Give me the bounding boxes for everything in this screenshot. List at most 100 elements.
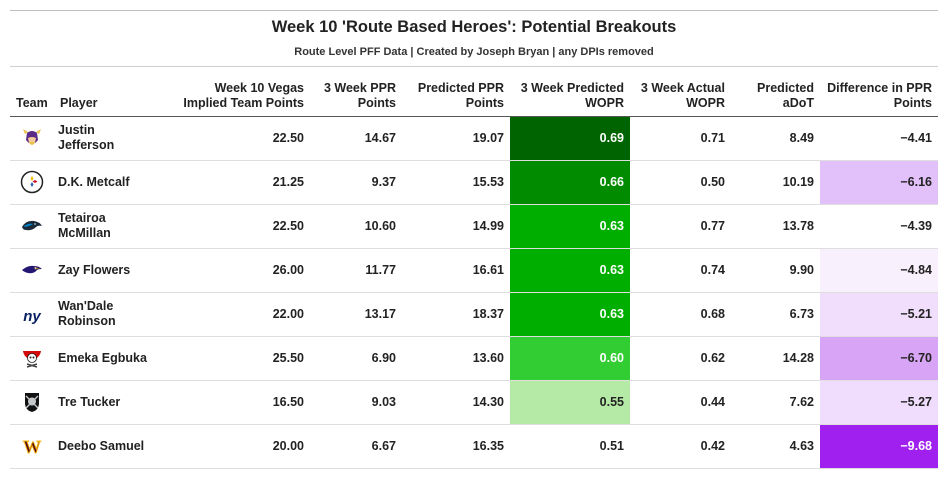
buccaneers-icon [20, 346, 44, 370]
cell-act-wopr: 0.77 [630, 204, 731, 249]
cell-adot: 4.63 [731, 424, 820, 469]
cell-act-wopr: 0.68 [630, 292, 731, 337]
commanders-icon: W [20, 434, 44, 458]
cell-pred-wopr: 0.66 [510, 160, 630, 205]
cell-diff: −6.16 [820, 160, 938, 205]
player-name: D.K. Metcalf [54, 160, 171, 205]
top-rule [10, 10, 938, 11]
header-predicted-wopr: 3 Week Predicted WOPR [510, 67, 630, 117]
cell-implied: 21.25 [171, 160, 310, 205]
table-row-deebo-samuel: W Deebo Samuel 20.00 6.67 16.35 0.51 0.42 4.63−… [10, 424, 938, 469]
panthers-icon [20, 214, 44, 238]
cell-pred-wopr: 0.63 [510, 248, 630, 293]
cell-implied: 16.50 [171, 380, 310, 425]
cell-act-wopr: 0.42 [630, 424, 731, 469]
player-name: Justin Jefferson [54, 116, 171, 161]
cell-act-wopr: 0.74 [630, 248, 731, 293]
vikings-icon [20, 126, 44, 150]
player-name: Emeka Egbuka [54, 336, 171, 381]
header-predicted-adot: Predicted aDoT [731, 67, 820, 117]
cell-ppr3: 14.67 [310, 116, 402, 161]
team-cell [10, 204, 54, 249]
table-body: Justin Jefferson 22.50 14.67 19.07 0.69 0.71 8.… [10, 116, 938, 469]
cell-adot: 9.90 [731, 248, 820, 293]
cell-diff: −9.68 [820, 424, 938, 469]
cell-implied: 22.00 [171, 292, 310, 337]
cell-diff: −5.21 [820, 292, 938, 337]
player-name: Deebo Samuel [54, 424, 171, 469]
cell-pred-ppr: 14.30 [402, 380, 510, 425]
cell-pred-ppr: 16.35 [402, 424, 510, 469]
table-row-emeka-egbuka: Emeka Egbuka 25.50 6.90 13.60 0.60 0.62 14.28−… [10, 336, 938, 381]
cell-diff: −6.70 [820, 336, 938, 381]
cell-pred-wopr: 0.60 [510, 336, 630, 381]
giants-icon: ny [20, 302, 44, 326]
table-row-tetairoa-mcmillan: Tetairoa McMillan 22.50 10.60 14.99 0.63 0.77 1… [10, 204, 938, 249]
chart-title: Week 10 'Route Based Heroes': Potential … [271, 18, 677, 36]
cell-act-wopr: 0.71 [630, 116, 731, 161]
player-name: Tre Tucker [54, 380, 171, 425]
header-actual-wopr: 3 Week Actual WOPR [630, 67, 731, 117]
svg-text:ny: ny [23, 308, 41, 325]
header-diff-ppr: Difference in PPR Points [820, 67, 938, 117]
cell-pred-ppr: 18.37 [402, 292, 510, 337]
team-cell: ny [10, 292, 54, 337]
header-rule [10, 66, 938, 67]
cell-adot: 13.78 [731, 204, 820, 249]
header-player: Player [54, 67, 171, 117]
cell-pred-ppr: 19.07 [402, 116, 510, 161]
table-row-d-k-metcalf: D.K. Metcalf 21.25 9.37 15.53 0.66 0.50 10.19−… [10, 160, 938, 205]
cell-pred-wopr: 0.63 [510, 292, 630, 337]
raiders-icon [20, 390, 44, 414]
header-3wk-ppr: 3 Week PPR Points [310, 67, 402, 117]
header-implied-points: Week 10 Vegas Implied Team Points [171, 67, 310, 117]
cell-pred-wopr: 0.51 [510, 424, 630, 469]
cell-implied: 25.50 [171, 336, 310, 381]
cell-ppr3: 6.67 [310, 424, 402, 469]
cell-implied: 22.50 [171, 204, 310, 249]
team-cell [10, 248, 54, 293]
cell-pred-wopr: 0.69 [510, 116, 630, 161]
cell-ppr3: 9.37 [310, 160, 402, 205]
breakouts-table: Team Player Week 10 Vegas Implied Team P… [10, 67, 938, 469]
cell-pred-ppr: 14.99 [402, 204, 510, 249]
cell-adot: 6.73 [731, 292, 820, 337]
cell-pred-ppr: 13.60 [402, 336, 510, 381]
cell-diff: −4.84 [820, 248, 938, 293]
table-row-justin-jefferson: Justin Jefferson 22.50 14.67 19.07 0.69 0.71 8.… [10, 116, 938, 161]
cell-pred-ppr: 16.61 [402, 248, 510, 293]
cell-pred-wopr: 0.55 [510, 380, 630, 425]
steelers-icon [20, 170, 44, 194]
cell-diff: −4.41 [820, 116, 938, 161]
team-cell [10, 116, 54, 161]
team-cell [10, 380, 54, 425]
cell-implied: 22.50 [171, 116, 310, 161]
chart-subtitle: Route Level PFF Data | Created by Joseph… [294, 46, 654, 58]
table-row-zay-flowers: Zay Flowers 26.00 11.77 16.61 0.63 0.74 9.90 −4… [10, 248, 938, 293]
header-row: Team Player Week 10 Vegas Implied Team P… [10, 67, 938, 117]
cell-diff: −5.27 [820, 380, 938, 425]
cell-adot: 7.62 [731, 380, 820, 425]
player-name: Wan'Dale Robinson [54, 292, 171, 337]
chart-frame: Week 10 'Route Based Heroes': Potential … [10, 10, 938, 476]
table-row-wan-dale-robinson: ny Wan'Dale Robinson 22.00 13.17 18.37 0.63 0.6… [10, 292, 938, 337]
cell-ppr3: 13.17 [310, 292, 402, 337]
cell-implied: 20.00 [171, 424, 310, 469]
cell-act-wopr: 0.44 [630, 380, 731, 425]
cell-act-wopr: 0.50 [630, 160, 731, 205]
ravens-icon [20, 258, 44, 282]
cell-ppr3: 9.03 [310, 380, 402, 425]
team-cell [10, 160, 54, 205]
team-cell: W [10, 424, 54, 469]
cell-act-wopr: 0.62 [630, 336, 731, 381]
header-predicted-ppr: Predicted PPR Points [402, 67, 510, 117]
cell-adot: 14.28 [731, 336, 820, 381]
cell-pred-ppr: 15.53 [402, 160, 510, 205]
cell-diff: −4.39 [820, 204, 938, 249]
player-name: Zay Flowers [54, 248, 171, 293]
cell-ppr3: 6.90 [310, 336, 402, 381]
cell-ppr3: 10.60 [310, 204, 402, 249]
team-cell [10, 336, 54, 381]
cell-implied: 26.00 [171, 248, 310, 293]
cell-ppr3: 11.77 [310, 248, 402, 293]
